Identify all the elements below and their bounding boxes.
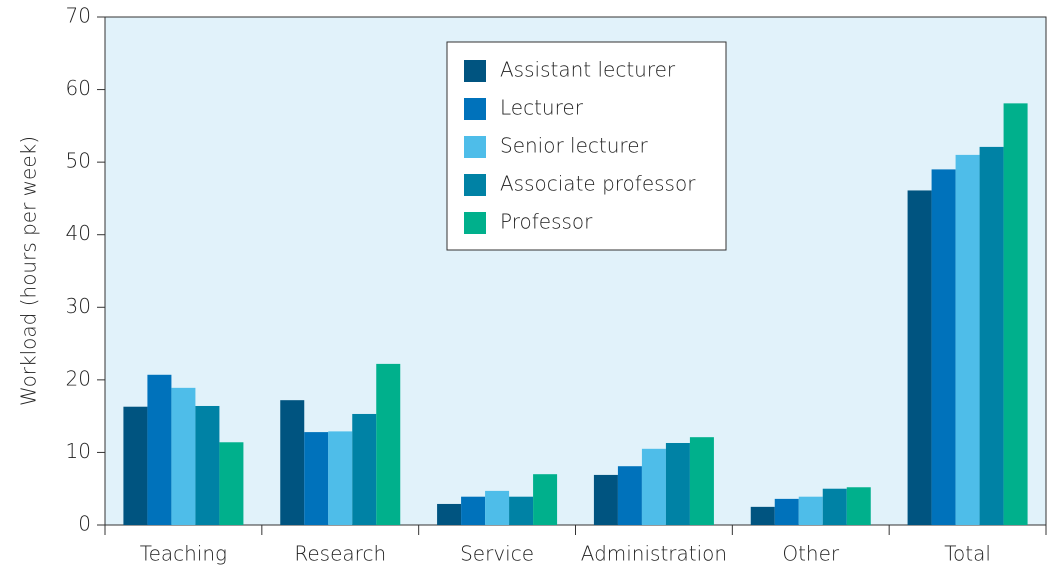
y-axis-label: Workload (hours per week) — [17, 136, 41, 406]
legend-label: Professor — [500, 210, 593, 234]
bar — [822, 488, 847, 525]
legend-box — [446, 41, 727, 251]
bar — [665, 442, 690, 525]
bar — [437, 503, 462, 525]
bar — [219, 442, 244, 525]
bar — [147, 374, 172, 525]
bar — [123, 406, 148, 525]
legend-label: Associate professor — [500, 172, 696, 196]
bar — [641, 448, 666, 525]
legend-swatch — [464, 174, 486, 196]
bar — [328, 431, 353, 525]
legend-swatch — [464, 98, 486, 120]
legend-label: Senior lecturer — [500, 134, 649, 158]
bar — [979, 146, 1004, 525]
bar — [304, 432, 329, 525]
legend-swatch — [464, 212, 486, 234]
x-tick-label: Administration — [581, 542, 727, 566]
bar — [750, 506, 775, 525]
bar — [195, 405, 220, 525]
bar — [171, 387, 196, 525]
y-tick-label: 70 — [66, 4, 91, 28]
legend-swatch — [464, 60, 486, 82]
bar — [485, 490, 510, 525]
x-tick-label: Teaching — [140, 542, 227, 566]
x-tick-label: Total — [944, 542, 991, 566]
legend-label: Lecturer — [500, 96, 584, 120]
legend-swatch — [464, 136, 486, 158]
y-tick-label: 0 — [78, 512, 91, 536]
bar — [352, 413, 377, 525]
bar — [461, 496, 486, 525]
y-tick-label: 10 — [66, 439, 91, 463]
bar — [907, 190, 932, 525]
bar — [774, 498, 799, 525]
bar — [509, 496, 534, 525]
x-tick-label: Other — [782, 542, 840, 566]
bar — [617, 466, 642, 525]
bar — [1003, 103, 1028, 526]
x-tick-label: Service — [460, 542, 534, 566]
y-tick-label: 60 — [66, 76, 91, 100]
bar — [280, 400, 305, 525]
y-tick-label: 20 — [66, 366, 91, 390]
bar — [689, 437, 714, 525]
bar — [931, 169, 956, 525]
bar — [376, 363, 401, 525]
y-tick-label: 40 — [66, 221, 91, 245]
x-tick-label: Research — [294, 542, 386, 566]
y-tick-label: 30 — [66, 294, 91, 318]
bar — [533, 474, 558, 525]
bar — [593, 474, 618, 525]
y-tick-label: 50 — [66, 149, 91, 173]
legend-label: Assistant lecturer — [500, 58, 676, 82]
bar — [798, 496, 823, 525]
bar — [846, 487, 871, 525]
bar — [955, 154, 980, 525]
